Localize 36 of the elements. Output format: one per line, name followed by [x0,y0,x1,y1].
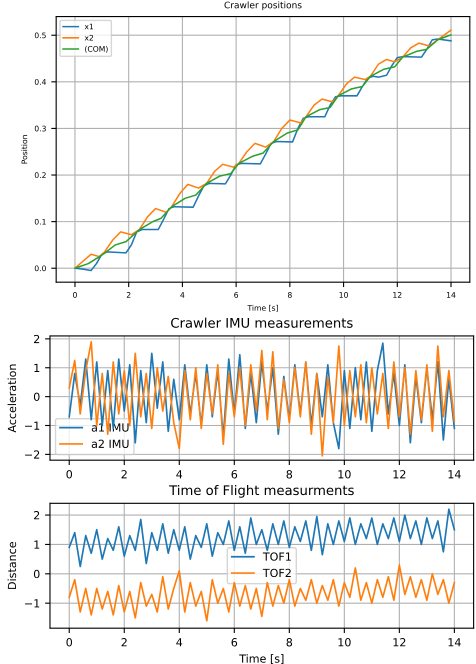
x-tick-label: 2 [122,638,127,646]
x-tick-label: 0 [66,638,72,646]
legend-label: TOF1 [262,552,291,561]
chart-title: Crawler positions [224,1,302,10]
chart-title: Crawler IMU measurements [171,318,353,328]
y-axis-title: Acceleration [8,364,16,433]
x-tick-label: 8 [286,638,292,646]
x-tick-label: 12 [393,470,406,478]
x-tick-label: 14 [448,638,461,646]
legend-label: a2 IMU [92,440,129,448]
x-tick-label: 4 [176,638,182,646]
y-tick-label: −1 [25,422,40,430]
y-tick-label: −1 [25,599,40,608]
legend-label: TOF2 [262,568,291,578]
x-tick-label: 12 [393,638,406,646]
x-tick-label: 4 [176,470,182,478]
y-tick-label: −2 [25,450,40,459]
chart-title: Time of Flight measurments [169,484,354,498]
y-tick-label: 0 [34,392,40,402]
line-series [68,564,456,622]
x-tick-label: 14 [448,470,461,478]
y-axis-title: Distance [8,542,16,589]
x-tick-label: 6 [232,470,238,478]
x-tick-label: 10 [338,470,351,478]
x-axis-title: Time [s] [239,654,284,664]
y-tick-label: 2 [34,334,40,344]
x-tick-label: 10 [338,638,351,646]
y-tick-label: 1 [34,364,40,372]
x-tick-label: 0 [66,470,72,478]
x-tick-label: 2 [122,470,127,478]
y-tick-label: 1 [34,540,40,549]
y-tick-label: 0 [34,570,40,578]
x-tick-label: 6 [232,638,238,646]
y-tick-label: 2 [34,511,40,520]
line-series [68,508,456,568]
x-tick-label: 8 [286,470,292,478]
